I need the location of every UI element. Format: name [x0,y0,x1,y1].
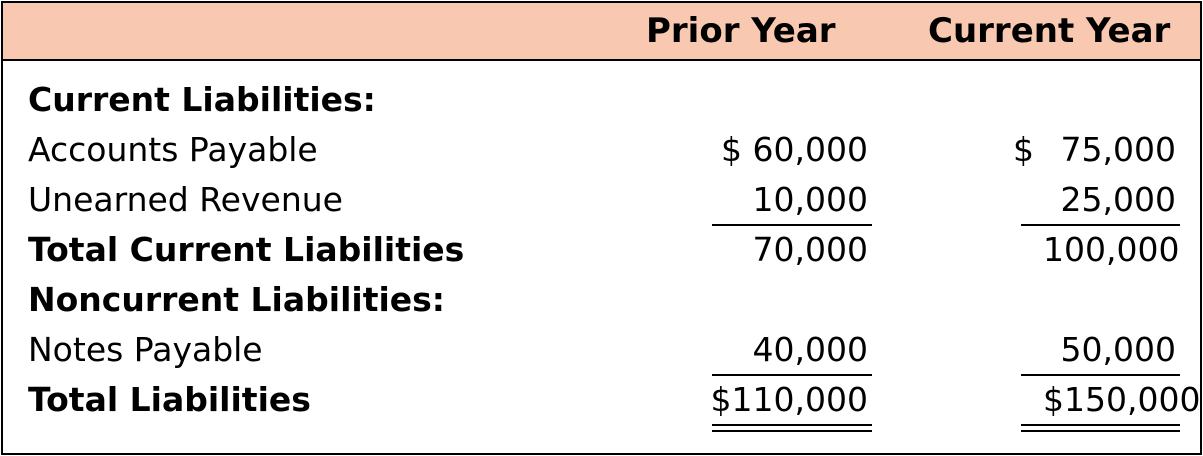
table-row-total-current-liabilities: Total Current Liabilities 70,000 100,000 [3,228,1200,274]
current-year-value: 75,000 [1060,130,1176,169]
row-label: Total Liabilities [28,380,311,419]
current-year-value: 50,000 [1060,330,1176,369]
subtotal-rule-prior [712,374,872,376]
subtotal-rule-current [1021,374,1180,376]
subtotal-rule-prior [712,224,872,226]
column-header-prior-year: Prior Year [646,11,836,51]
current-year-value: $150,000 [1043,380,1201,419]
prior-year-value: 40,000 [752,330,868,369]
row-label: Notes Payable [28,330,263,369]
prior-year-value: $ 60,000 [721,130,868,169]
double-rule-top-current [1021,424,1180,426]
table-row-notes-payable: Notes Payable 40,000 50,000 [3,328,1200,374]
section-header-noncurrent-liabilities: Noncurrent Liabilities: [3,278,1200,324]
table-row-unearned-revenue: Unearned Revenue 10,000 25,000 [3,178,1200,224]
prior-year-value: 70,000 [752,230,868,269]
table-header: Prior Year Current Year [3,3,1200,61]
row-label: Noncurrent Liabilities: [28,280,445,319]
column-header-current-year: Current Year [928,11,1171,51]
row-label: Current Liabilities: [28,80,376,119]
prior-year-value: $110,000 [710,380,868,419]
current-year-dollar-sign: $ [1013,130,1034,169]
table-row-accounts-payable: Accounts Payable $ 60,000 $ 75,000 [3,128,1200,174]
double-rule-bottom-current [1021,430,1180,432]
subtotal-rule-current [1021,224,1180,226]
double-rule-bottom-prior [712,430,872,432]
row-label: Accounts Payable [28,130,318,169]
current-year-value: 100,000 [1043,230,1180,269]
current-year-value: 25,000 [1060,180,1176,219]
row-label: Unearned Revenue [28,180,343,219]
section-header-current-liabilities: Current Liabilities: [3,78,1200,124]
table-row-total-liabilities: Total Liabilities $110,000 $150,000 [3,378,1200,424]
double-rule-top-prior [712,424,872,426]
prior-year-value: 10,000 [752,180,868,219]
row-label: Total Current Liabilities [28,230,465,269]
